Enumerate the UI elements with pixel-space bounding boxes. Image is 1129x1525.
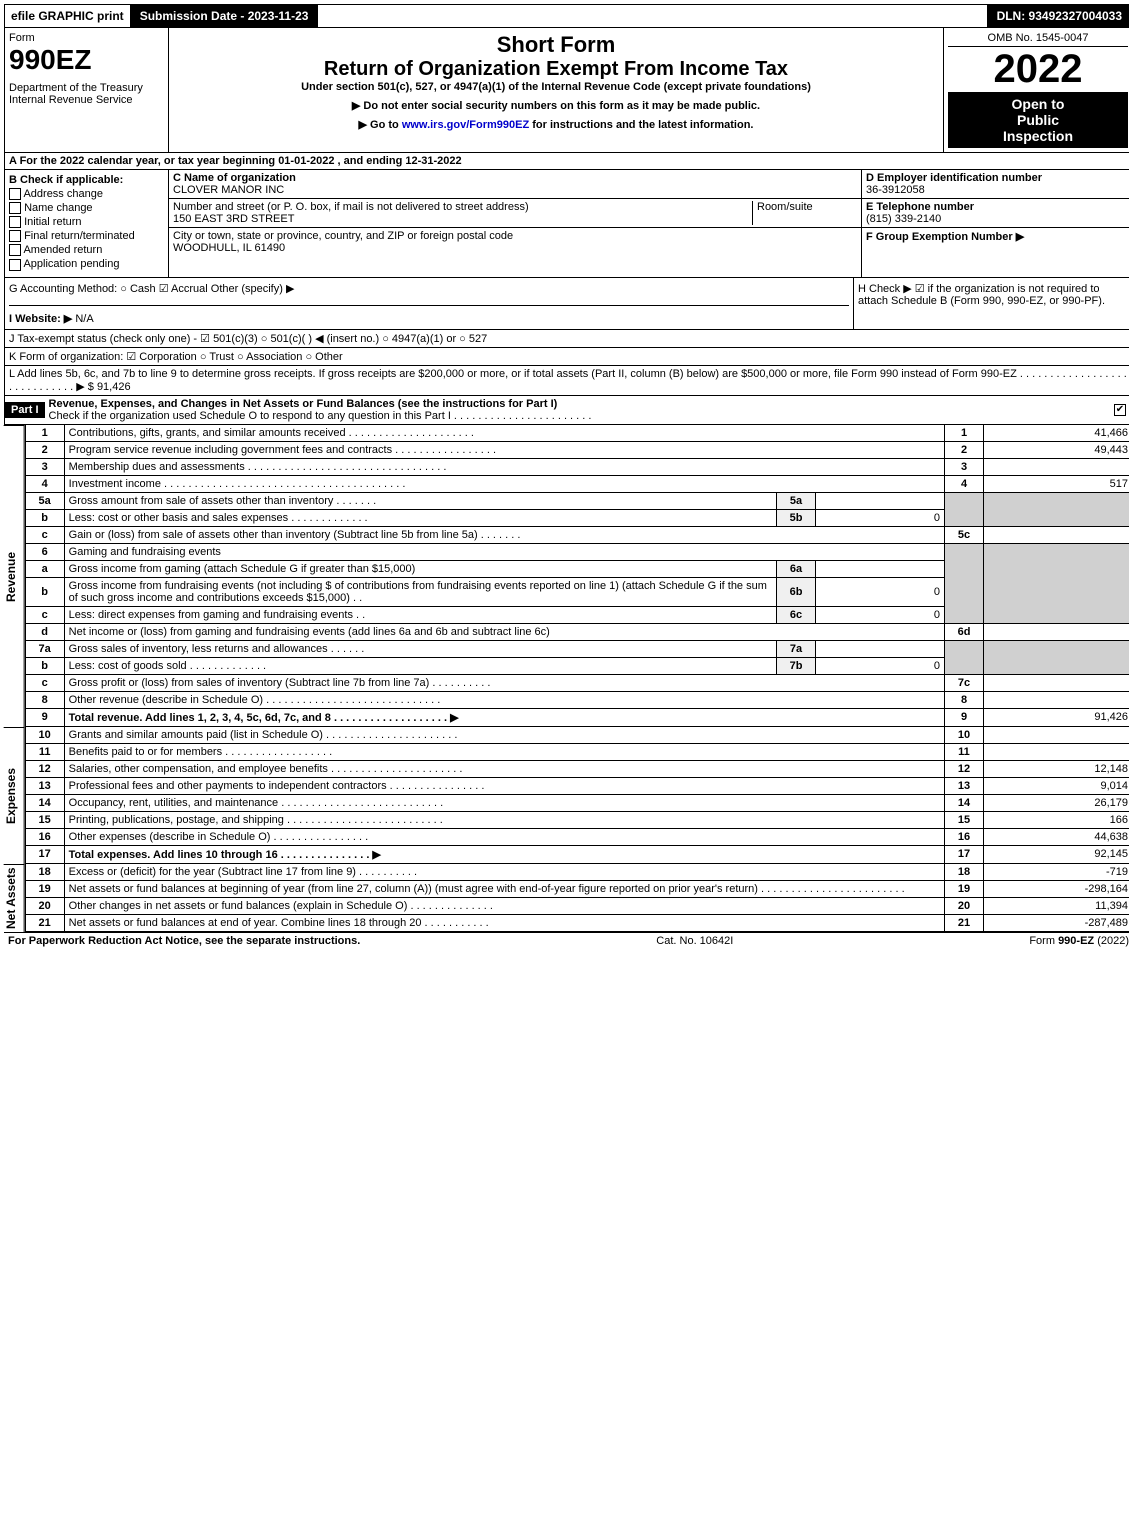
group-exemption-label: F Group Exemption Number ▶ — [866, 231, 1024, 243]
top-bar: efile GRAPHIC print Submission Date - 20… — [4, 4, 1129, 28]
check-application-pending[interactable]: Application pending — [9, 258, 164, 270]
line-15: 15Printing, publications, postage, and s… — [25, 811, 1129, 828]
check-final-return[interactable]: Final return/terminated — [9, 230, 164, 242]
section-a: A For the 2022 calendar year, or tax yea… — [4, 153, 1129, 170]
info-grid: B Check if applicable: Address change Na… — [4, 170, 1129, 278]
check-initial-return[interactable]: Initial return — [9, 216, 164, 228]
irs-link[interactable]: www.irs.gov/Form990EZ — [402, 119, 529, 131]
line-14: 14Occupancy, rent, utilities, and mainte… — [25, 794, 1129, 811]
short-form-title: Short Form — [173, 32, 939, 58]
part-1-header: Part I Revenue, Expenses, and Changes in… — [4, 396, 1129, 425]
section-g: G Accounting Method: ○ Cash ☑ Accrual Ot… — [9, 282, 849, 306]
section-c: C Name of organization CLOVER MANOR INC … — [169, 170, 862, 277]
expenses-table: 10Grants and similar amounts paid (list … — [25, 727, 1129, 864]
line-8: 8Other revenue (describe in Schedule O) … — [25, 691, 1129, 708]
line-7c: cGross profit or (loss) from sales of in… — [25, 674, 1129, 691]
line-18: 18Excess or (deficit) for the year (Subt… — [25, 864, 1129, 881]
street-label: Number and street (or P. O. box, if mail… — [173, 201, 529, 213]
line-16: 16Other expenses (describe in Schedule O… — [25, 828, 1129, 845]
page-footer: For Paperwork Reduction Act Notice, see … — [4, 932, 1129, 949]
line-6: 6Gaming and fundraising events — [25, 543, 1129, 560]
gross-receipts-value: 91,426 — [97, 381, 131, 393]
footer-left: For Paperwork Reduction Act Notice, see … — [8, 935, 360, 947]
section-i: I Website: ▶ N/A — [9, 312, 849, 325]
form-header: Form 990EZ Department of the Treasury In… — [4, 28, 1129, 153]
tax-year: 2022 — [948, 47, 1128, 92]
section-b: B Check if applicable: Address change Na… — [5, 170, 169, 277]
line-20: 20Other changes in net assets or fund ba… — [25, 897, 1129, 914]
inspection-notice: Open to Public Inspection — [948, 92, 1128, 148]
line-5a: 5aGross amount from sale of assets other… — [25, 492, 1129, 509]
instruction-1: ▶ Do not enter social security numbers o… — [173, 99, 939, 112]
section-l: L Add lines 5b, 6c, and 7b to line 9 to … — [4, 366, 1129, 396]
section-k: K Form of organization: ☑ Corporation ○ … — [4, 348, 1129, 366]
form-label: Form — [9, 32, 164, 44]
line-12: 12Salaries, other compensation, and empl… — [25, 760, 1129, 777]
section-b-title: B Check if applicable: — [9, 174, 123, 186]
line-6d: dNet income or (loss) from gaming and fu… — [25, 623, 1129, 640]
org-name-label: C Name of organization — [173, 172, 296, 184]
check-name-change[interactable]: Name change — [9, 202, 164, 214]
part-1-title: Revenue, Expenses, and Changes in Net As… — [49, 398, 558, 410]
section-def: D Employer identification number 36-3912… — [862, 170, 1129, 277]
instruction-2: ▶ Go to www.irs.gov/Form990EZ for instru… — [173, 118, 939, 131]
section-j: J Tax-exempt status (check only one) - ☑… — [4, 330, 1129, 348]
netassets-sidebar: Net Assets — [4, 864, 25, 932]
line-13: 13Professional fees and other payments t… — [25, 777, 1129, 794]
line-7a: 7aGross sales of inventory, less returns… — [25, 640, 1129, 657]
netassets-table: 18Excess or (deficit) for the year (Subt… — [25, 864, 1129, 932]
check-amended-return[interactable]: Amended return — [9, 244, 164, 256]
website-value: N/A — [75, 313, 93, 325]
line-4: 4Investment income . . . . . . . . . . .… — [25, 475, 1129, 492]
ein-label: D Employer identification number — [866, 172, 1042, 184]
line-2: 2Program service revenue including gover… — [25, 441, 1129, 458]
footer-form-ref: Form 990-EZ (2022) — [1029, 935, 1129, 947]
subtitle: Under section 501(c), 527, or 4947(a)(1)… — [173, 81, 939, 93]
org-name: CLOVER MANOR INC — [173, 184, 284, 196]
street-value: 150 EAST 3RD STREET — [173, 213, 294, 225]
irs-label: Internal Revenue Service — [9, 94, 164, 106]
revenue-sidebar: Revenue — [4, 425, 25, 727]
line-9: 9Total revenue. Add lines 1, 2, 3, 4, 5c… — [25, 708, 1129, 726]
phone-label: E Telephone number — [866, 201, 974, 213]
form-number: 990EZ — [9, 44, 164, 76]
header-center: Short Form Return of Organization Exempt… — [169, 28, 944, 152]
check-address-change[interactable]: Address change — [9, 188, 164, 200]
submission-date-button[interactable]: Submission Date - 2023-11-23 — [130, 5, 319, 27]
section-h: H Check ▶ ☑ if the organization is not r… — [853, 278, 1129, 329]
room-suite-label: Room/suite — [752, 201, 857, 225]
revenue-table: 1Contributions, gifts, grants, and simil… — [25, 425, 1129, 727]
phone-value: (815) 339-2140 — [866, 213, 941, 225]
line-5c: cGain or (loss) from sale of assets othe… — [25, 526, 1129, 543]
dept-label: Department of the Treasury — [9, 82, 164, 94]
omb-number: OMB No. 1545-0047 — [948, 32, 1128, 47]
header-left: Form 990EZ Department of the Treasury In… — [5, 28, 169, 152]
efile-label: efile GRAPHIC print — [5, 7, 130, 25]
footer-cat-no: Cat. No. 10642I — [360, 935, 1029, 947]
line-17: 17Total expenses. Add lines 10 through 1… — [25, 845, 1129, 863]
line-3: 3Membership dues and assessments . . . .… — [25, 458, 1129, 475]
line-21: 21Net assets or fund balances at end of … — [25, 914, 1129, 931]
ein-value: 36-3912058 — [866, 184, 925, 196]
row-gh: G Accounting Method: ○ Cash ☑ Accrual Ot… — [4, 278, 1129, 330]
city-value: WOODHULL, IL 61490 — [173, 242, 285, 254]
dln-label: DLN: 93492327004033 — [987, 5, 1129, 27]
expenses-sidebar: Expenses — [4, 727, 25, 864]
main-title: Return of Organization Exempt From Incom… — [173, 58, 939, 81]
city-label: City or town, state or province, country… — [173, 230, 513, 242]
header-right: OMB No. 1545-0047 2022 Open to Public In… — [944, 28, 1129, 152]
part-1-label: Part I — [5, 402, 45, 418]
part-1-schedule-o-check[interactable] — [1108, 404, 1129, 416]
line-10: 10Grants and similar amounts paid (list … — [25, 727, 1129, 744]
line-11: 11Benefits paid to or for members . . . … — [25, 743, 1129, 760]
line-1: 1Contributions, gifts, grants, and simil… — [25, 425, 1129, 442]
part-1-check-note: Check if the organization used Schedule … — [49, 410, 592, 422]
line-19: 19Net assets or fund balances at beginni… — [25, 880, 1129, 897]
